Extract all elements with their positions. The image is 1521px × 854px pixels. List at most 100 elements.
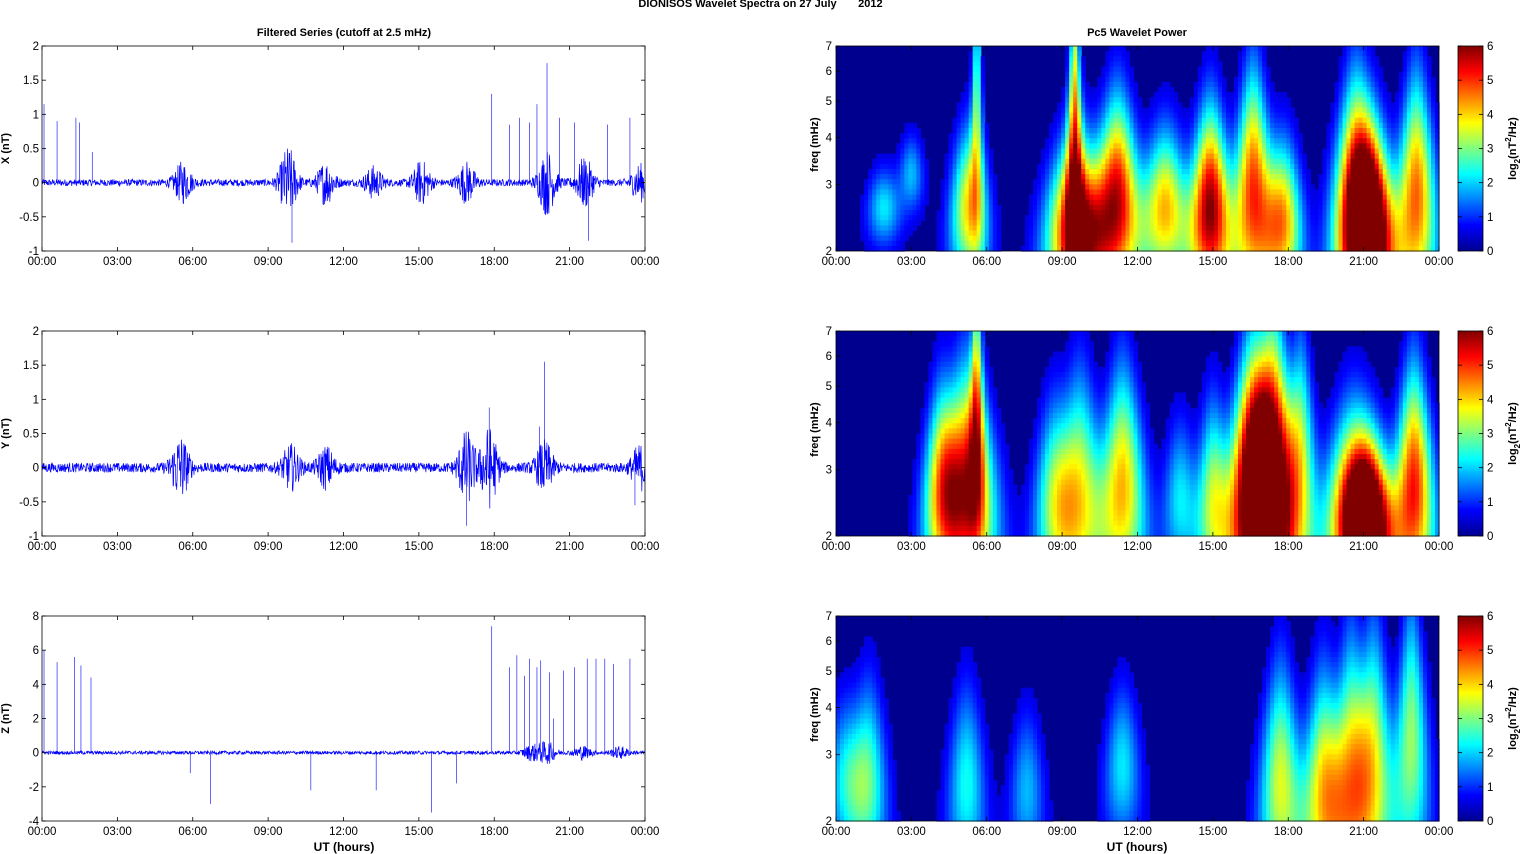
heatmap-cell — [1065, 245, 1070, 252]
heatmap-cell — [1366, 158, 1372, 165]
heatmap-cell — [1286, 138, 1291, 144]
heatmap-cell — [1354, 138, 1360, 144]
heatmap-cell — [1141, 128, 1147, 134]
heatmap-cell — [1258, 331, 1263, 337]
heatmap-cell — [1201, 76, 1207, 83]
heatmap-cell — [976, 117, 982, 124]
heatmap-cell — [1306, 372, 1311, 378]
ts-xtick-label: 09:00 — [254, 826, 283, 838]
heatmap-cell — [1270, 169, 1275, 175]
heatmap-cell — [1434, 204, 1440, 211]
heatmap-cell — [1073, 341, 1078, 347]
heatmap-cell — [1278, 199, 1283, 206]
ts-xtick-label: 09:00 — [254, 256, 283, 268]
heatmap-cell — [1262, 148, 1267, 155]
heatmap-cell — [1362, 107, 1368, 114]
heatmap-cell — [896, 215, 901, 221]
heatmap-cell — [1081, 102, 1086, 109]
heatmap-cell — [972, 194, 978, 201]
heatmap-cell — [1209, 107, 1215, 114]
heatmap-cell — [1238, 235, 1243, 242]
heatmap-cell — [1242, 46, 1247, 52]
heatmap-cell — [1246, 184, 1251, 191]
heatmap-cell — [1201, 122, 1207, 129]
heatmap-cell — [912, 148, 917, 155]
heatmap-cell — [1254, 336, 1259, 342]
heatmap-cell — [1028, 220, 1034, 226]
heatmap-cell — [1081, 194, 1086, 201]
heatmap-cell — [1430, 122, 1436, 129]
heatmap-cell — [976, 51, 982, 57]
heatmap-cell — [1418, 372, 1424, 378]
heatmap-cell — [964, 230, 970, 237]
heatmap-cell — [1282, 117, 1287, 124]
heatmap-cell — [1069, 138, 1074, 144]
heatmap-cell — [1153, 158, 1159, 165]
heatmap-cell — [1069, 230, 1074, 237]
heatmap-cell — [1270, 163, 1275, 170]
heatmap-cell — [1362, 87, 1368, 93]
heatmap-cell — [1314, 210, 1319, 216]
heatmap-cell — [960, 215, 966, 221]
heatmap-cell — [1434, 169, 1440, 175]
heatmap-cell — [1133, 341, 1139, 347]
heatmap-cell — [968, 138, 974, 144]
heatmap-cell — [1225, 225, 1231, 232]
heatmap-cell — [1053, 377, 1058, 383]
heatmap-cell — [936, 356, 942, 363]
heatmap-cell — [884, 174, 889, 180]
heatmap-cell — [1390, 138, 1396, 144]
heatmap-cell — [1141, 133, 1147, 139]
heatmap-cell — [1085, 235, 1090, 242]
heatmap-cell — [972, 133, 978, 139]
heatmap-cell — [1125, 341, 1131, 347]
heatmap-cell — [1145, 163, 1151, 170]
heatmap-cell — [1334, 184, 1340, 191]
heatmap-cell — [1338, 174, 1344, 180]
heatmap-cell — [900, 230, 905, 237]
heatmap-cell — [1157, 210, 1163, 216]
heatmap-cell — [1394, 153, 1400, 160]
heatmap-cell — [1310, 372, 1315, 378]
heatmap-cell — [1197, 92, 1203, 98]
heatmap-cell — [1346, 143, 1352, 150]
heatmap-cell — [1398, 220, 1404, 226]
heatmap-cell — [1402, 102, 1408, 109]
heatmap-cell — [1045, 377, 1050, 383]
heatmap-cell — [1137, 174, 1143, 180]
heatmap-cell — [1342, 102, 1348, 109]
heatmap-cell — [1246, 71, 1251, 78]
heatmap-cell — [912, 215, 917, 221]
heatmap-cell — [1310, 220, 1315, 226]
heatmap-cell — [1258, 366, 1263, 373]
heatmap-cell — [952, 194, 958, 201]
heatmap-cell — [1121, 210, 1127, 216]
heatmap-cell — [980, 117, 986, 124]
heatmap-cell — [1028, 240, 1034, 247]
heatmap-cell — [1354, 179, 1360, 185]
heatmap-cell — [1262, 225, 1267, 232]
heatmap-cell — [1169, 179, 1175, 185]
heatmap-cell — [1282, 112, 1287, 119]
heatmap-cell — [1290, 215, 1295, 221]
heatmap-cell — [976, 341, 982, 347]
heatmap-cell — [1274, 189, 1279, 196]
heatmap-cell — [1278, 158, 1283, 165]
heatmap-cell — [1406, 71, 1412, 78]
heatmap-cell — [968, 230, 974, 237]
heatmap-cell — [1093, 372, 1098, 378]
heatmap-cell — [1414, 336, 1420, 342]
heatmap-cell — [1161, 163, 1167, 170]
heatmap-cell — [1366, 210, 1372, 216]
heatmap-cell — [1189, 128, 1195, 134]
heatmap-cell — [1346, 361, 1352, 368]
ts-xtick-label: 18:00 — [480, 541, 509, 553]
heatmap-cell — [1045, 143, 1050, 150]
heatmap-cell — [872, 240, 877, 247]
heatmap-cell — [1233, 331, 1239, 337]
heatmap-cell — [1342, 133, 1348, 139]
heatmap-cell — [1053, 215, 1058, 221]
heatmap-cell — [1358, 46, 1364, 52]
heatmap-cell — [1346, 87, 1352, 93]
heatmap-cell — [900, 210, 905, 216]
